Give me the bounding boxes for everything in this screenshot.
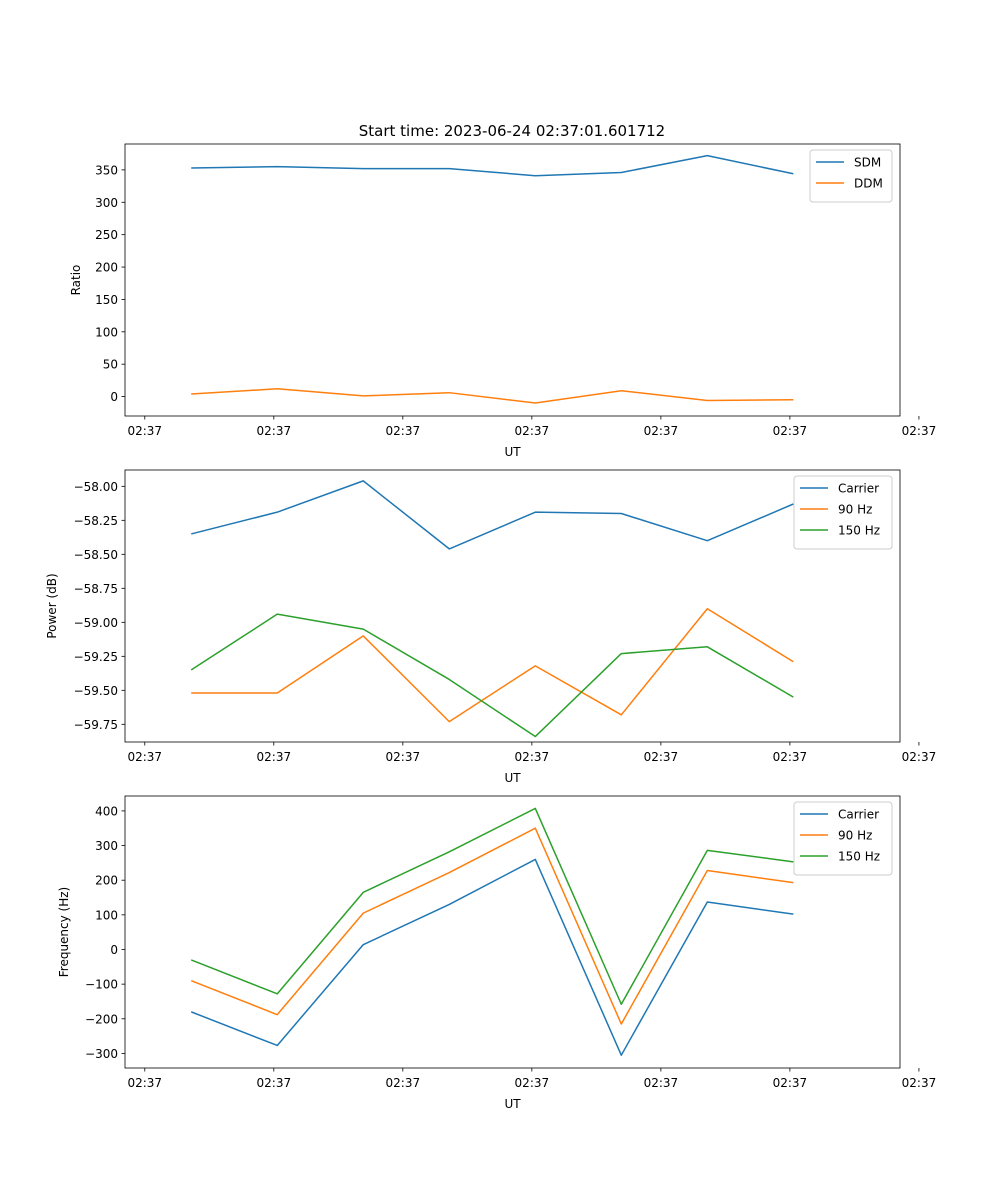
x-axis-label: UT bbox=[504, 771, 521, 785]
legend-label: 150 Hz bbox=[838, 850, 880, 864]
y-tick-label: 50 bbox=[103, 358, 118, 372]
series-line-sdm bbox=[191, 154, 794, 177]
x-tick-label: 02:37 bbox=[257, 424, 292, 438]
y-tick-label: 150 bbox=[95, 293, 118, 307]
legend-label: 90 Hz bbox=[838, 503, 872, 517]
panel-3: 02:37 02:37 02:37 02:37 02:37 02:37 02:37 −300 −… bbox=[57, 795, 937, 1111]
y-tick-label: −100 bbox=[85, 978, 118, 992]
y-tick-label: −59.75 bbox=[74, 718, 118, 732]
legend-label: Carrier bbox=[838, 482, 879, 496]
y-tick-label: −59.50 bbox=[74, 684, 118, 698]
legend-box bbox=[809, 149, 893, 203]
panel-2: 02:37 02:37 02:37 02:37 02:37 02:37 02:37 −59.7… bbox=[45, 469, 937, 785]
figure-title: Start time: 2023-06-24 02:37:01.601712 bbox=[359, 122, 665, 140]
series-line-150-hz bbox=[190, 807, 794, 1005]
series-line-150-hz bbox=[190, 613, 794, 738]
y-tick-label: −58.25 bbox=[74, 514, 118, 528]
panel-1: 02:37 02:37 02:37 02:37 02:37 02:37 02:37 0 50 10… bbox=[69, 143, 937, 459]
legend: Carrier 90 Hz 150 Hz bbox=[793, 801, 893, 876]
x-tick-label: 02:37 bbox=[127, 424, 162, 438]
plot-area bbox=[190, 480, 794, 738]
x-tick-label: 02:37 bbox=[773, 750, 808, 764]
x-tick-label: 02:37 bbox=[902, 424, 937, 438]
axes-frame bbox=[124, 143, 901, 417]
y-tick-label: −59.00 bbox=[74, 616, 118, 630]
y-tick-label: 0 bbox=[110, 943, 118, 957]
legend: SDM DDM bbox=[809, 149, 893, 203]
x-tick-label: 02:37 bbox=[386, 1076, 421, 1090]
x-tick-label: 02:37 bbox=[902, 750, 937, 764]
y-tick-label: −58.75 bbox=[74, 582, 118, 596]
series-line-carrier bbox=[191, 480, 794, 550]
y-tick-label: −58.00 bbox=[74, 480, 118, 494]
x-axis-label: UT bbox=[504, 1097, 521, 1111]
legend-label: DDM bbox=[854, 177, 883, 191]
x-tick-label: 02:37 bbox=[257, 1076, 292, 1090]
x-tick-label: 02:37 bbox=[515, 750, 550, 764]
y-tick-label: 300 bbox=[95, 839, 118, 853]
x-tick-label: 02:37 bbox=[515, 424, 550, 438]
plot-area bbox=[191, 154, 794, 404]
series-line-90-hz bbox=[190, 827, 794, 1025]
y-axis-label: Frequency (Hz) bbox=[57, 887, 71, 978]
y-tick-label: 250 bbox=[95, 228, 118, 242]
x-tick-label: 02:37 bbox=[127, 750, 162, 764]
legend: Carrier 90 Hz 150 Hz bbox=[793, 475, 893, 550]
x-tick-label: 02:37 bbox=[773, 424, 808, 438]
legend-label: SDM bbox=[854, 156, 881, 170]
y-axis-label: Power (dB) bbox=[45, 573, 59, 638]
series-line-ddm bbox=[191, 388, 794, 404]
axes-frame bbox=[124, 469, 901, 743]
x-tick-label: 02:37 bbox=[386, 424, 421, 438]
y-tick-label: 200 bbox=[95, 261, 118, 275]
plot-area bbox=[190, 807, 794, 1056]
y-tick-label: 300 bbox=[95, 196, 118, 210]
series-line-90-hz bbox=[191, 607, 794, 723]
x-tick-label: 02:37 bbox=[773, 1076, 808, 1090]
y-tick-label: 0 bbox=[110, 390, 118, 404]
series-line-carrier bbox=[190, 858, 794, 1056]
x-tick-label: 02:37 bbox=[386, 750, 421, 764]
x-tick-label: 02:37 bbox=[644, 424, 679, 438]
y-tick-label: 100 bbox=[95, 908, 118, 922]
y-tick-label: 400 bbox=[95, 804, 118, 818]
y-tick-label: 200 bbox=[95, 874, 118, 888]
x-axis-label: UT bbox=[504, 445, 521, 459]
x-tick-label: 02:37 bbox=[515, 1076, 550, 1090]
x-tick-label: 02:37 bbox=[127, 1076, 162, 1090]
axes-frame bbox=[124, 795, 901, 1069]
y-tick-label: −300 bbox=[85, 1047, 118, 1061]
legend-label: 90 Hz bbox=[838, 829, 872, 843]
y-tick-label: −200 bbox=[85, 1012, 118, 1026]
legend-label: 150 Hz bbox=[838, 524, 880, 538]
y-tick-label: −58.50 bbox=[74, 548, 118, 562]
x-tick-label: 02:37 bbox=[644, 1076, 679, 1090]
y-tick-label: −59.25 bbox=[74, 650, 118, 664]
x-tick-label: 02:37 bbox=[644, 750, 679, 764]
x-tick-label: 02:37 bbox=[257, 750, 292, 764]
y-tick-label: 100 bbox=[95, 325, 118, 339]
y-tick-label: 350 bbox=[95, 163, 118, 177]
legend-label: Carrier bbox=[838, 808, 879, 822]
y-axis-label: Ratio bbox=[69, 265, 83, 296]
x-tick-label: 02:37 bbox=[902, 1076, 937, 1090]
